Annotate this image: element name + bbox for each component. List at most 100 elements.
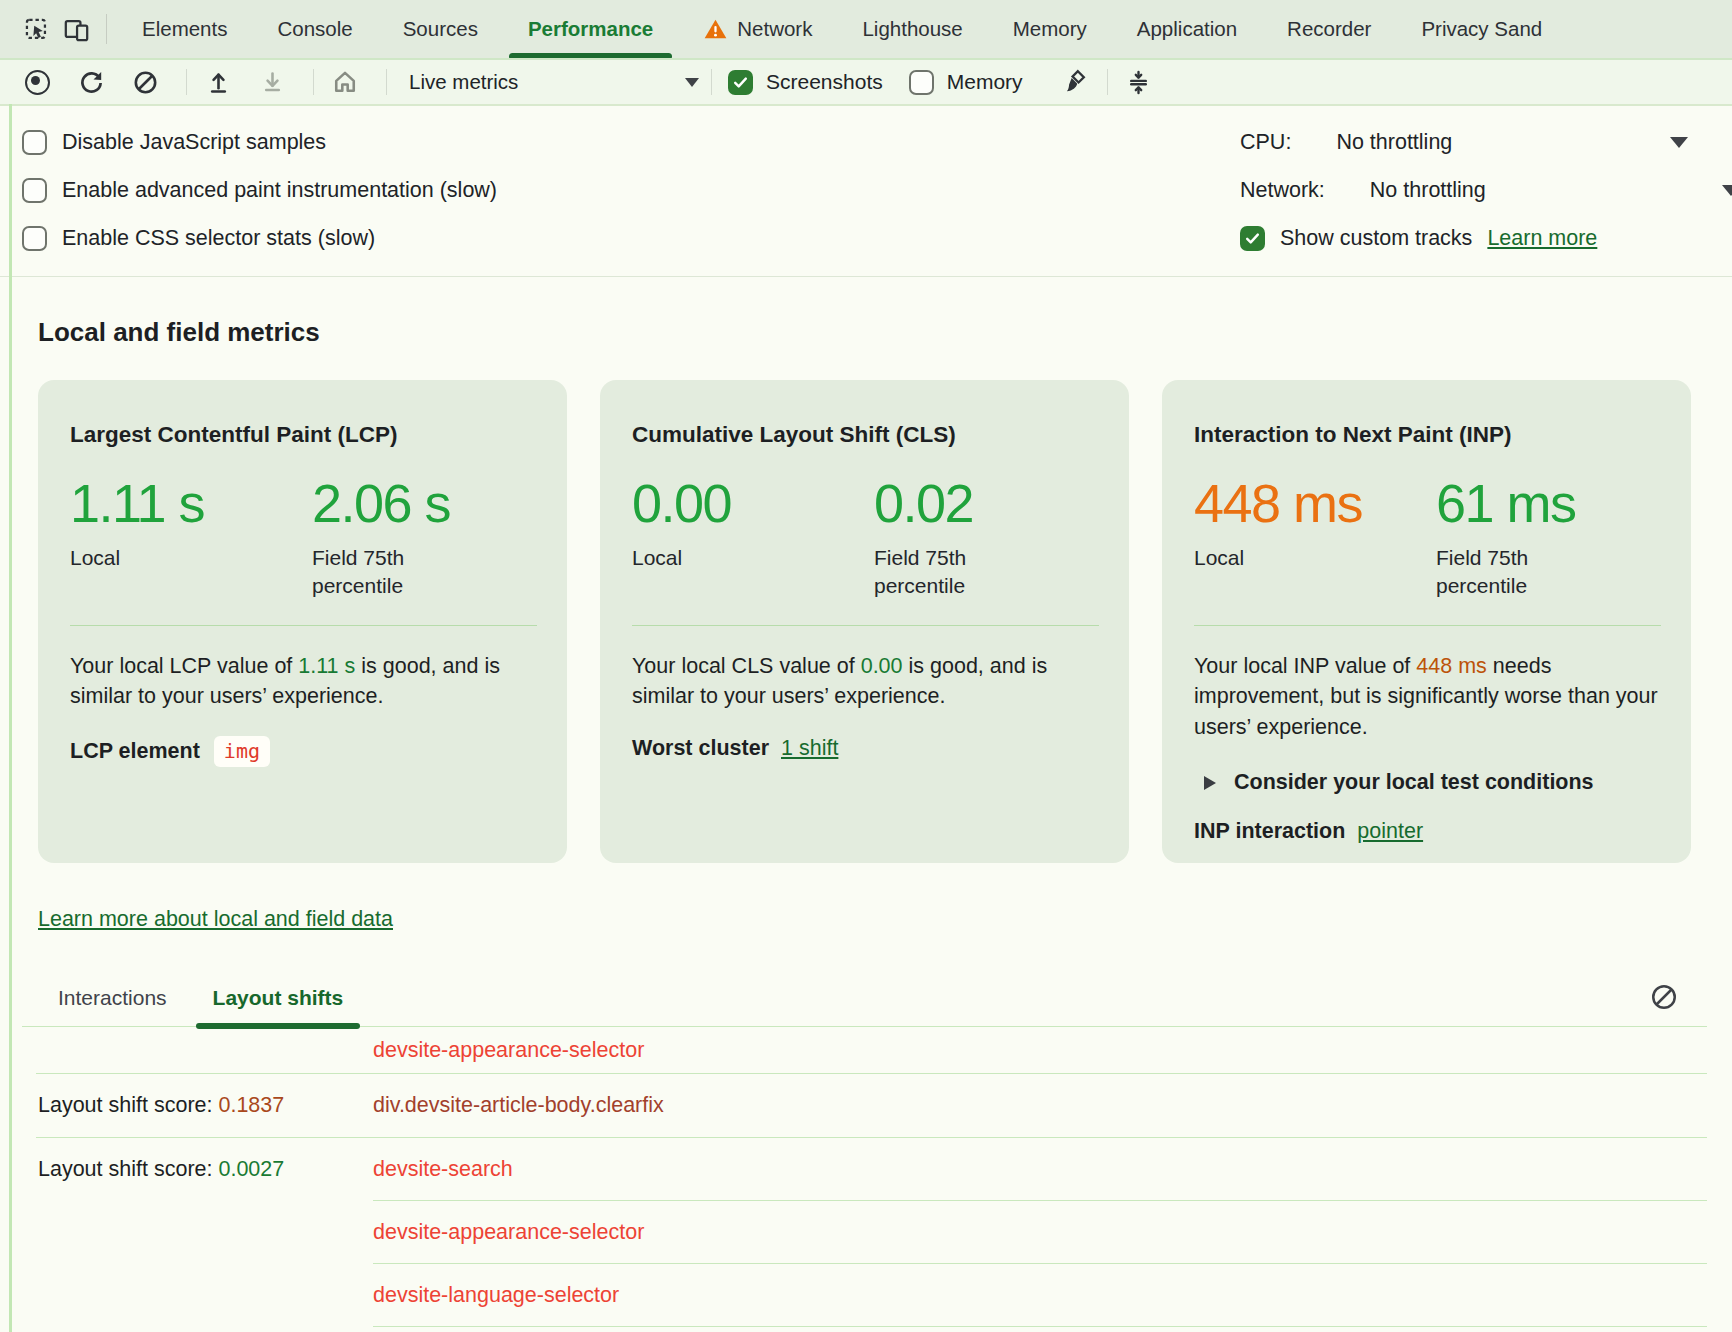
table-row[interactable]: devsite-language-selector [36,1264,1707,1327]
tab-label: Application [1137,17,1237,41]
network-label: Network: [1240,178,1325,203]
divider [632,625,1099,626]
panel-mode-dropdown[interactable]: Live metrics [409,70,709,94]
tab-layout-shifts[interactable]: Layout shifts [213,986,344,1026]
show-custom-tracks-row[interactable]: Show custom tracks Learn more [1240,214,1732,262]
tab-console[interactable]: Console [252,0,377,58]
element-link[interactable]: devsite-appearance-selector [373,1220,644,1245]
show-custom-tracks-checkbox[interactable] [1240,226,1265,251]
tab-privacy-sandbox[interactable]: Privacy Sand [1396,0,1567,58]
reload-and-record-icon[interactable] [76,67,106,97]
panel-left-rail [9,104,12,1332]
page-title: Local and field metrics [38,317,1732,348]
table-row[interactable]: Layout shift score: 0.0027 devsite-searc… [36,1138,1707,1201]
local-label: Local [632,544,807,572]
record-button[interactable] [22,67,52,97]
dropdown-selected-value: Live metrics [409,70,518,94]
inp-field-value: 61 ms [1436,476,1611,530]
disable-js-samples-checkbox[interactable] [22,130,47,155]
cpu-throttling-row[interactable]: CPU: No throttling [1240,118,1732,166]
advanced-paint-checkbox[interactable] [22,178,47,203]
card-title: Largest Contentful Paint (LCP) [70,422,537,448]
cls-card: Cumulative Layout Shift (CLS) 0.00 Local… [600,380,1129,863]
tab-label: Memory [1013,17,1087,41]
cls-local-value: 0.00 [632,476,874,530]
upload-profile-icon[interactable] [203,67,233,97]
tab-elements[interactable]: Elements [117,0,252,58]
collapse-sections-icon[interactable] [1124,67,1154,97]
tab-memory[interactable]: Memory [988,0,1112,58]
gc-broom-icon[interactable] [1061,67,1091,97]
worst-cluster-link[interactable]: 1 shift [781,736,838,761]
learn-more-link[interactable]: Learn more [1487,226,1597,251]
inspect-element-icon[interactable] [16,9,56,49]
desc-value: 1.11 s [298,654,355,678]
lcp-element-link[interactable]: img [214,736,270,767]
toolbar-separator [186,69,187,95]
tab-label: Layout shifts [213,986,344,1009]
css-selector-stats-checkbox[interactable] [22,226,47,251]
field-label: Field 75th percentile [1436,544,1611,601]
checkbox-label: Enable CSS selector stats (slow) [62,226,375,251]
lcp-local-value: 1.11 s [70,476,312,530]
settings-left-column: Disable JavaScript samples Enable advanc… [22,118,1240,262]
tab-label: Sources [403,17,478,41]
score-label: Layout shift score: [38,1157,212,1182]
tab-interactions[interactable]: Interactions [58,986,167,1026]
tab-network[interactable]: Network [678,0,837,58]
checkbox-label: Enable advanced paint instrumentation (s… [62,178,497,203]
screenshots-checkbox[interactable] [728,70,753,95]
tab-label: Elements [142,17,227,41]
tab-recorder[interactable]: Recorder [1262,0,1396,58]
clear-log-icon[interactable] [1649,982,1679,1012]
inp-description: Your local INP value of 448 ms needs imp… [1194,651,1672,743]
desc-text: Your local CLS value of [632,654,861,678]
element-link[interactable]: div.devsite-article-body.clearfix [373,1093,664,1118]
network-throttling-value: No throttling [1370,178,1486,203]
score-cell [36,1201,373,1264]
css-selector-stats-row[interactable]: Enable CSS selector stats (slow) [22,214,1240,262]
show-custom-tracks-label: Show custom tracks [1280,226,1472,251]
worst-cluster-label: Worst cluster [632,736,769,761]
home-icon[interactable] [330,67,360,97]
lcp-element-label: LCP element [70,739,200,764]
element-link[interactable]: devsite-language-selector [373,1283,619,1308]
device-toolbar-icon[interactable] [56,9,96,49]
memory-checkbox[interactable] [909,70,934,95]
local-test-conditions-disclosure[interactable]: Consider your local test conditions [1194,770,1661,795]
metric-cards: Largest Contentful Paint (LCP) 1.11 s Lo… [38,380,1732,863]
table-row[interactable]: div.devsite-floating-action-buttons [36,1327,1707,1332]
score-cell [36,1327,373,1332]
toolbar-separator [313,69,314,95]
field-label: Field 75th percentile [874,544,1049,601]
disclosure-triangle-icon [1204,776,1216,790]
element-link[interactable]: devsite-search [373,1157,513,1182]
table-row[interactable]: devsite-appearance-selector [36,1201,1707,1264]
inp-interaction-link[interactable]: pointer [1357,819,1423,844]
network-throttling-row[interactable]: Network: No throttling [1240,166,1732,214]
clear-icon[interactable] [130,67,160,97]
element-link[interactable]: devsite-appearance-selector [373,1038,644,1063]
table-row[interactable]: devsite-appearance-selector [36,1027,1707,1074]
advanced-paint-row[interactable]: Enable advanced paint instrumentation (s… [22,166,1240,214]
table-row[interactable]: Layout shift score: 0.1837 div.devsite-a… [36,1074,1707,1138]
desc-value: 0.00 [861,654,903,678]
disable-js-samples-row[interactable]: Disable JavaScript samples [22,118,1240,166]
tab-performance[interactable]: Performance [503,0,678,58]
card-title: Cumulative Layout Shift (CLS) [632,422,1099,448]
screenshots-checkbox-row[interactable]: Screenshots [728,70,883,95]
tab-sources[interactable]: Sources [378,0,503,58]
download-profile-icon[interactable] [257,67,287,97]
desc-text: Your local LCP value of [70,654,298,678]
learn-more-field-data-link[interactable]: Learn more about local and field data [38,907,393,932]
tab-label: Lighthouse [862,17,962,41]
tab-lighthouse[interactable]: Lighthouse [837,0,987,58]
tab-application[interactable]: Application [1112,0,1262,58]
score-cell [36,1027,373,1073]
memory-checkbox-row[interactable]: Memory [909,70,1023,95]
cpu-label: CPU: [1240,130,1291,155]
score-cell [36,1264,373,1327]
tabbar-separator [106,14,107,44]
devtools-tab-bar: Elements Console Sources Performance Net… [0,0,1732,60]
settings-right-column: CPU: No throttling Network: No throttlin… [1240,118,1732,262]
